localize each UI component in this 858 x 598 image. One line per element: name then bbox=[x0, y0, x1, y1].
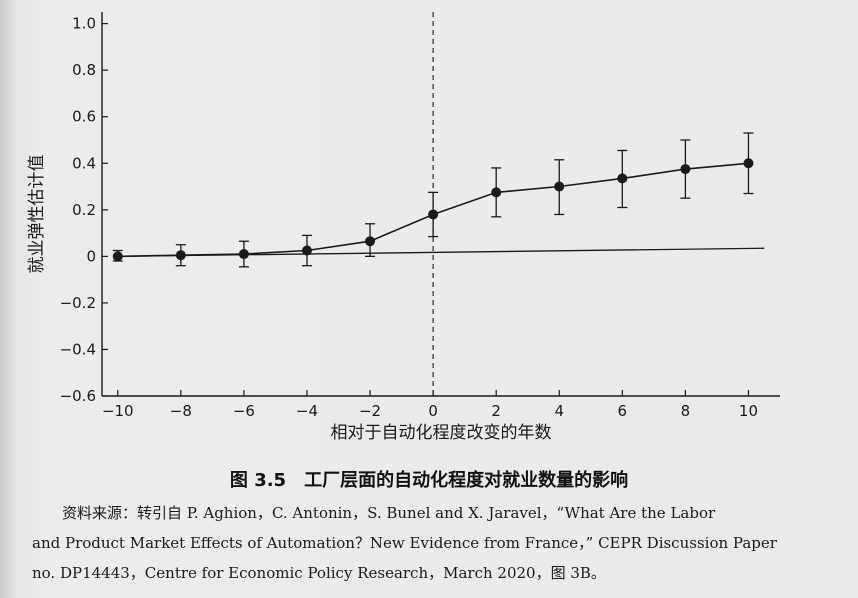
chart-axes bbox=[101, 12, 780, 397]
chart-marks bbox=[112, 12, 765, 396]
y-tick-label: 0.4 bbox=[72, 154, 96, 172]
data-point bbox=[238, 249, 249, 260]
x-tick-label: −8 bbox=[170, 402, 192, 420]
y-tick-label: 0.2 bbox=[72, 201, 96, 219]
y-tick-label: −0.6 bbox=[60, 387, 96, 405]
source-line-2: and Product Market Effects of Automation… bbox=[32, 534, 777, 552]
data-point bbox=[301, 245, 312, 256]
figure-caption: 图 3.5 工厂层面的自动化程度对就业数量的影响 bbox=[0, 466, 858, 492]
x-tick-label: 8 bbox=[681, 402, 691, 420]
y-tick-label: −0.4 bbox=[60, 340, 96, 358]
x-axis-title: 相对于自动化程度改变的年数 bbox=[331, 423, 552, 443]
source-line-3: no. DP14443，Centre for Economic Policy R… bbox=[32, 564, 606, 582]
data-point bbox=[112, 251, 123, 262]
x-tick-label: 2 bbox=[491, 402, 501, 420]
figure-number: 图 3.5 bbox=[229, 470, 287, 491]
data-point bbox=[365, 236, 376, 247]
y-tick-label: 1.0 bbox=[72, 15, 96, 33]
data-point bbox=[617, 173, 628, 184]
data-point bbox=[491, 187, 502, 198]
y-tick-label: 0.6 bbox=[72, 108, 96, 126]
y-tick-label: 0 bbox=[86, 247, 96, 265]
series-line-baseline bbox=[117, 247, 765, 258]
x-tick-label: −4 bbox=[296, 402, 318, 420]
chart-labels: −0.6 −0.4 −0.2 0 0.2 0.4 0.6 0.8 1.0 −10 −8 −6 −4 −2 0… bbox=[27, 15, 758, 443]
y-tick-label: 0.8 bbox=[72, 61, 96, 79]
x-tick-label: 10 bbox=[739, 402, 758, 420]
y-tick-label: −0.2 bbox=[60, 294, 96, 312]
source-line-1: 资料来源：转引自 P. Aghion，C. Antonin，S. Bunel a… bbox=[62, 504, 716, 522]
x-tick-label: −2 bbox=[359, 402, 381, 420]
x-tick-label: −10 bbox=[102, 402, 134, 420]
y-axis-title: 就业弹性估计值 bbox=[27, 155, 47, 274]
data-point bbox=[680, 164, 691, 175]
data-point bbox=[428, 209, 439, 220]
figure-title: 工厂层面的自动化程度对就业数量的影响 bbox=[304, 470, 629, 491]
x-tick-label: 6 bbox=[618, 402, 628, 420]
employment-elasticity-chart: −0.6 −0.4 −0.2 0 0.2 0.4 0.6 0.8 1.0 −10 −8 −6 −4 −2 0… bbox=[27, 12, 780, 443]
x-tick-label: −6 bbox=[233, 402, 255, 420]
data-point bbox=[743, 158, 754, 169]
x-tick-label: 0 bbox=[428, 402, 438, 420]
data-point bbox=[554, 181, 565, 192]
x-tick-label: 4 bbox=[554, 402, 564, 420]
source-note: 资料来源：转引自 P. Aghion，C. Antonin，S. Bunel a… bbox=[32, 498, 832, 588]
